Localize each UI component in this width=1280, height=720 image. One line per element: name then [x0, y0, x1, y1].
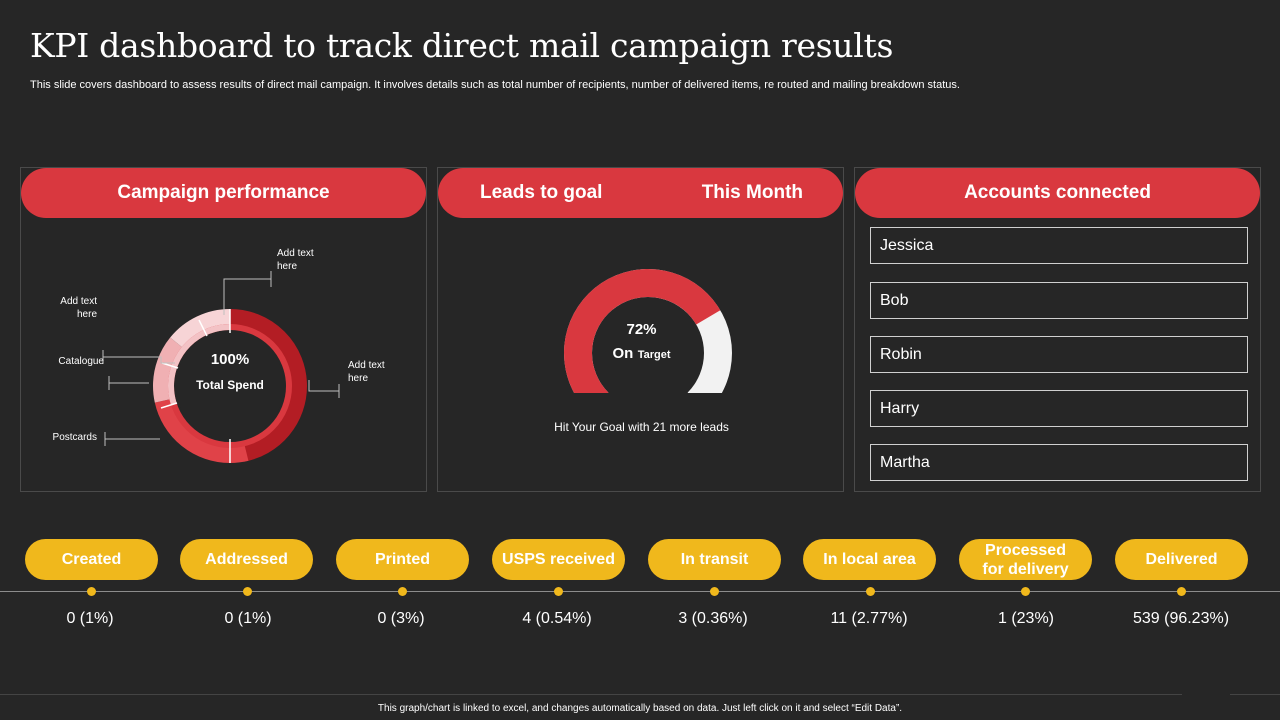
footer-divider — [0, 694, 1280, 695]
account-item-bob[interactable]: Bob — [870, 282, 1248, 319]
timeline-dot-in-transit — [710, 587, 719, 596]
value-addressed: 0 (1%) — [224, 610, 272, 627]
account-item-harry[interactable]: Harry — [870, 390, 1248, 427]
leads-to-goal-header: Leads to goal This Month — [438, 168, 843, 218]
campaign-performance-panel: Campaign performance — [20, 167, 427, 492]
label-add-text-top: Add text here — [277, 248, 314, 272]
accounts-connected-panel: Accounts connected Jessica Bob Robin Har… — [854, 167, 1261, 492]
value-delivered: 539 (96.23%) — [1132, 610, 1230, 627]
gauge-fill — [564, 269, 721, 393]
account-item-jessica[interactable]: Jessica — [870, 227, 1248, 264]
campaign-performance-title: Campaign performance — [117, 182, 330, 203]
timeline-dot-printed — [398, 587, 407, 596]
timeline-dot-processed — [1021, 587, 1030, 596]
gauge-on-target: On Target — [438, 345, 845, 363]
account-item-martha[interactable]: Martha — [870, 444, 1248, 481]
donut-outer-pink-segment — [153, 309, 307, 463]
timeline-dot-in-local-area — [866, 587, 875, 596]
donut-separators — [160, 309, 231, 463]
label-catalogue: Catalogue — [58, 356, 104, 367]
donut-hole — [176, 332, 284, 440]
timeline-dot-addressed — [243, 587, 252, 596]
stage-created: Created — [25, 539, 158, 580]
accounts-connected-header: Accounts connected — [855, 168, 1260, 218]
stage-delivered: Delivered — [1115, 539, 1248, 580]
stage-usps-received: USPS received — [492, 539, 625, 580]
label-postcards: Postcards — [52, 432, 97, 443]
value-created: 0 (1%) — [66, 610, 114, 627]
gauge-caption: Hit Your Goal with 21 more leads — [554, 420, 729, 434]
value-processed: 1 (23%) — [997, 610, 1055, 627]
campaign-performance-header: Campaign performance — [21, 168, 426, 218]
accounts-connected-title: Accounts connected — [964, 182, 1151, 203]
stage-in-local-area: In local area — [803, 539, 936, 580]
value-usps-received: 4 (0.54%) — [522, 610, 592, 627]
donut-center-value: 100% — [210, 351, 250, 368]
value-in-local-area: 11 (2.77%) — [830, 610, 908, 627]
value-in-transit: 3 (0.36%) — [678, 610, 748, 627]
campaign-donut-chart — [102, 271, 340, 463]
gauge-target-label: Target — [637, 349, 671, 361]
label-add-text-left: Add text here — [60, 296, 97, 320]
stage-in-transit: In transit — [648, 539, 781, 580]
leads-to-goal-panel: Leads to goal This Month 72% On Target H… — [437, 167, 844, 492]
donut-leader-lines — [102, 271, 340, 446]
leads-gauge — [564, 269, 732, 393]
leads-to-goal-title: Leads to goal — [480, 182, 603, 203]
value-printed: 0 (3%) — [377, 610, 425, 627]
leads-period-label: This Month — [701, 182, 803, 203]
page-title: KPI dashboard to track direct mail campa… — [30, 26, 894, 65]
timeline-dot-created — [87, 587, 96, 596]
footer-divider-gap — [1182, 693, 1230, 696]
timeline-line — [0, 591, 1280, 592]
gauge-percent: 72% — [626, 321, 657, 338]
stage-printed: Printed — [336, 539, 469, 580]
timeline-dot-delivered — [1177, 587, 1186, 596]
donut-center-label: Total Spend — [196, 378, 264, 392]
gauge-on-label: On — [612, 345, 634, 362]
footer-note: This graph/chart is linked to excel, and… — [377, 703, 903, 714]
timeline-dot-usps-received — [554, 587, 563, 596]
page-subtitle: This slide covers dashboard to assess re… — [30, 79, 960, 91]
label-add-text-right: Add text here — [348, 360, 385, 384]
stage-processed-for-delivery: Processed for delivery — [959, 539, 1092, 580]
stage-addressed: Addressed — [180, 539, 313, 580]
account-item-robin[interactable]: Robin — [870, 336, 1248, 373]
